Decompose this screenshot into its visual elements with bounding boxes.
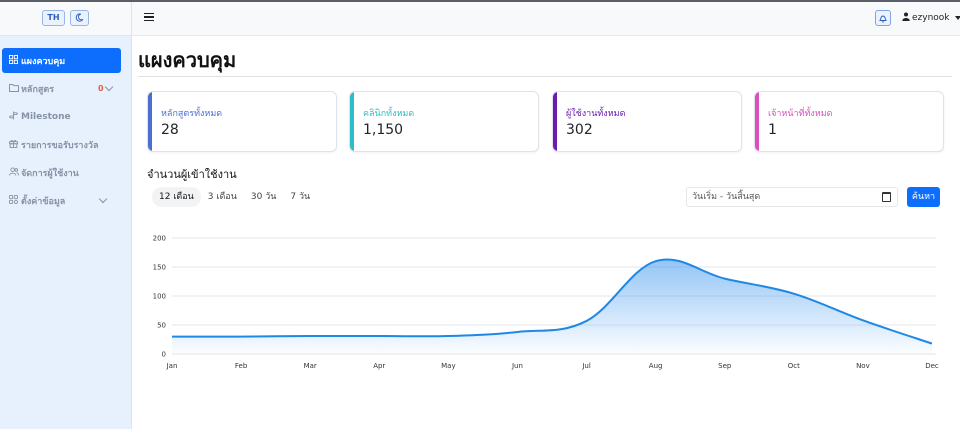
sidebar-item-label: ตั้งค่าข้อมูล bbox=[21, 196, 66, 207]
username: ezynook bbox=[912, 13, 950, 23]
language-toggle-button[interactable]: TH bbox=[42, 9, 65, 26]
date-range-placeholder: วันเริ่ม - วันสิ้นสุด bbox=[692, 192, 761, 202]
chevron-down-icon[interactable] bbox=[98, 194, 108, 204]
x-tick-label: Feb bbox=[235, 362, 248, 370]
y-tick-label: 0 bbox=[162, 351, 166, 359]
stat-label: หลักสูตรทั้งหมด bbox=[161, 109, 223, 119]
moon-icon[interactable] bbox=[69, 9, 89, 26]
sidebar: TH แผงควบคุม หลักสูตร 0 Milestone bbox=[0, 0, 132, 429]
y-tick-label: 150 bbox=[153, 264, 166, 272]
range-tabs: 12 เดือน 3 เดือน 30 วัน 7 วัน bbox=[152, 187, 317, 207]
visitors-chart: 0 50 100 150 200 Jan Feb Mar Apr May Jun Jul Aug Sep O… bbox=[153, 235, 939, 371]
x-tick-label: Mar bbox=[304, 362, 317, 370]
x-tick-label: Sep bbox=[718, 362, 732, 370]
sidebar-item-label: แผงควบคุม bbox=[21, 56, 66, 67]
range-tab-7-days[interactable]: 7 วัน bbox=[290, 192, 311, 202]
y-tick-label: 200 bbox=[153, 235, 166, 243]
y-tick-label: 50 bbox=[157, 322, 166, 330]
sidebar-top-controls: TH bbox=[0, 0, 131, 36]
stat-value: 1 bbox=[768, 122, 777, 138]
chart-title: จำนวนผู้เข้าใช้งาน bbox=[147, 168, 237, 181]
x-tick-label: May bbox=[441, 362, 455, 370]
stat-label: ผู้ใช้งานทั้งหมด bbox=[566, 109, 626, 119]
sidebar-item-label: หลักสูตร bbox=[21, 84, 55, 95]
stat-accent-bar bbox=[755, 92, 759, 151]
gift-icon bbox=[8, 139, 19, 150]
y-tick-label: 100 bbox=[153, 293, 166, 301]
series-area bbox=[172, 259, 932, 354]
stat-card-users: ผู้ใช้งานทั้งหมด 302 bbox=[552, 91, 742, 152]
stat-accent-bar bbox=[553, 92, 557, 151]
x-tick-label: Oct bbox=[788, 362, 800, 370]
user-menu[interactable]: ezynook bbox=[902, 12, 960, 24]
page-title: แผงควบคุม bbox=[138, 48, 237, 72]
series-line bbox=[171, 258, 933, 345]
sidebar-menu: แผงควบคุม หลักสูตร 0 Milestone รายการขอร… bbox=[0, 36, 131, 213]
stat-accent-bar bbox=[350, 92, 354, 151]
x-tick-label: Jun bbox=[511, 362, 523, 370]
stat-card-clinics: คลินิกทั้งหมด 1,150 bbox=[349, 91, 539, 152]
sidebar-item-user-management[interactable]: จัดการผู้ใช้งาน bbox=[2, 160, 123, 185]
sidebar-item-label: จัดการผู้ใช้งาน bbox=[21, 168, 79, 179]
courses-count-badge: 0 bbox=[98, 84, 104, 93]
sidebar-item-label: รายการขอรับรางวัล bbox=[21, 140, 99, 151]
caret-down-icon bbox=[954, 16, 960, 20]
chevron-down-icon[interactable] bbox=[104, 82, 114, 92]
range-tab-3-months[interactable]: 3 เดือน bbox=[207, 192, 237, 202]
sidebar-item-courses[interactable]: หลักสูตร 0 bbox=[2, 76, 123, 101]
folder-icon bbox=[8, 83, 19, 94]
stat-label: เจ้าหน้าที่ทั้งหมด bbox=[768, 109, 833, 119]
date-range-input[interactable]: วันเริ่ม - วันสิ้นสุด bbox=[686, 187, 898, 207]
stat-value: 1,150 bbox=[363, 122, 404, 138]
search-button[interactable]: ค้นหา bbox=[907, 187, 940, 207]
sidebar-item-milestone[interactable]: Milestone bbox=[2, 104, 123, 129]
stat-value: 302 bbox=[566, 122, 593, 138]
sidebar-item-rewards[interactable]: รายการขอรับรางวัล bbox=[2, 132, 123, 157]
x-tick-label: Jan bbox=[166, 362, 178, 370]
settings-icon bbox=[8, 195, 19, 206]
stat-value: 28 bbox=[161, 122, 179, 138]
x-tick-label: Jul bbox=[581, 362, 591, 370]
users-icon bbox=[8, 167, 19, 178]
bell-icon[interactable] bbox=[875, 10, 891, 26]
stat-card-courses: หลักสูตรทั้งหมด 28 bbox=[147, 91, 337, 152]
top-navbar: ezynook bbox=[0, 0, 960, 36]
calendar-icon[interactable] bbox=[882, 192, 891, 202]
x-tick-label: Aug bbox=[649, 362, 663, 370]
x-tick-label: Apr bbox=[373, 362, 385, 370]
stat-accent-bar bbox=[148, 92, 152, 151]
sidebar-item-dashboard[interactable]: แผงควบคุม bbox=[2, 48, 121, 73]
sidebar-item-settings[interactable]: ตั้งค่าข้อมูล bbox=[2, 188, 123, 213]
title-divider bbox=[138, 76, 952, 77]
x-tick-label: Dec bbox=[925, 362, 939, 370]
milestone-icon bbox=[8, 111, 19, 122]
range-tab-12-months[interactable]: 12 เดือน bbox=[152, 187, 201, 207]
grid-icon bbox=[8, 55, 19, 66]
stat-label: คลินิกทั้งหมด bbox=[363, 109, 415, 119]
user-icon bbox=[902, 12, 910, 24]
range-tab-30-days[interactable]: 30 วัน bbox=[250, 192, 277, 202]
sidebar-item-label: Milestone bbox=[21, 111, 71, 122]
hamburger-icon[interactable] bbox=[144, 13, 154, 21]
x-tick-label: Nov bbox=[856, 362, 870, 370]
stat-card-staff: เจ้าหน้าที่ทั้งหมด 1 bbox=[754, 91, 944, 152]
